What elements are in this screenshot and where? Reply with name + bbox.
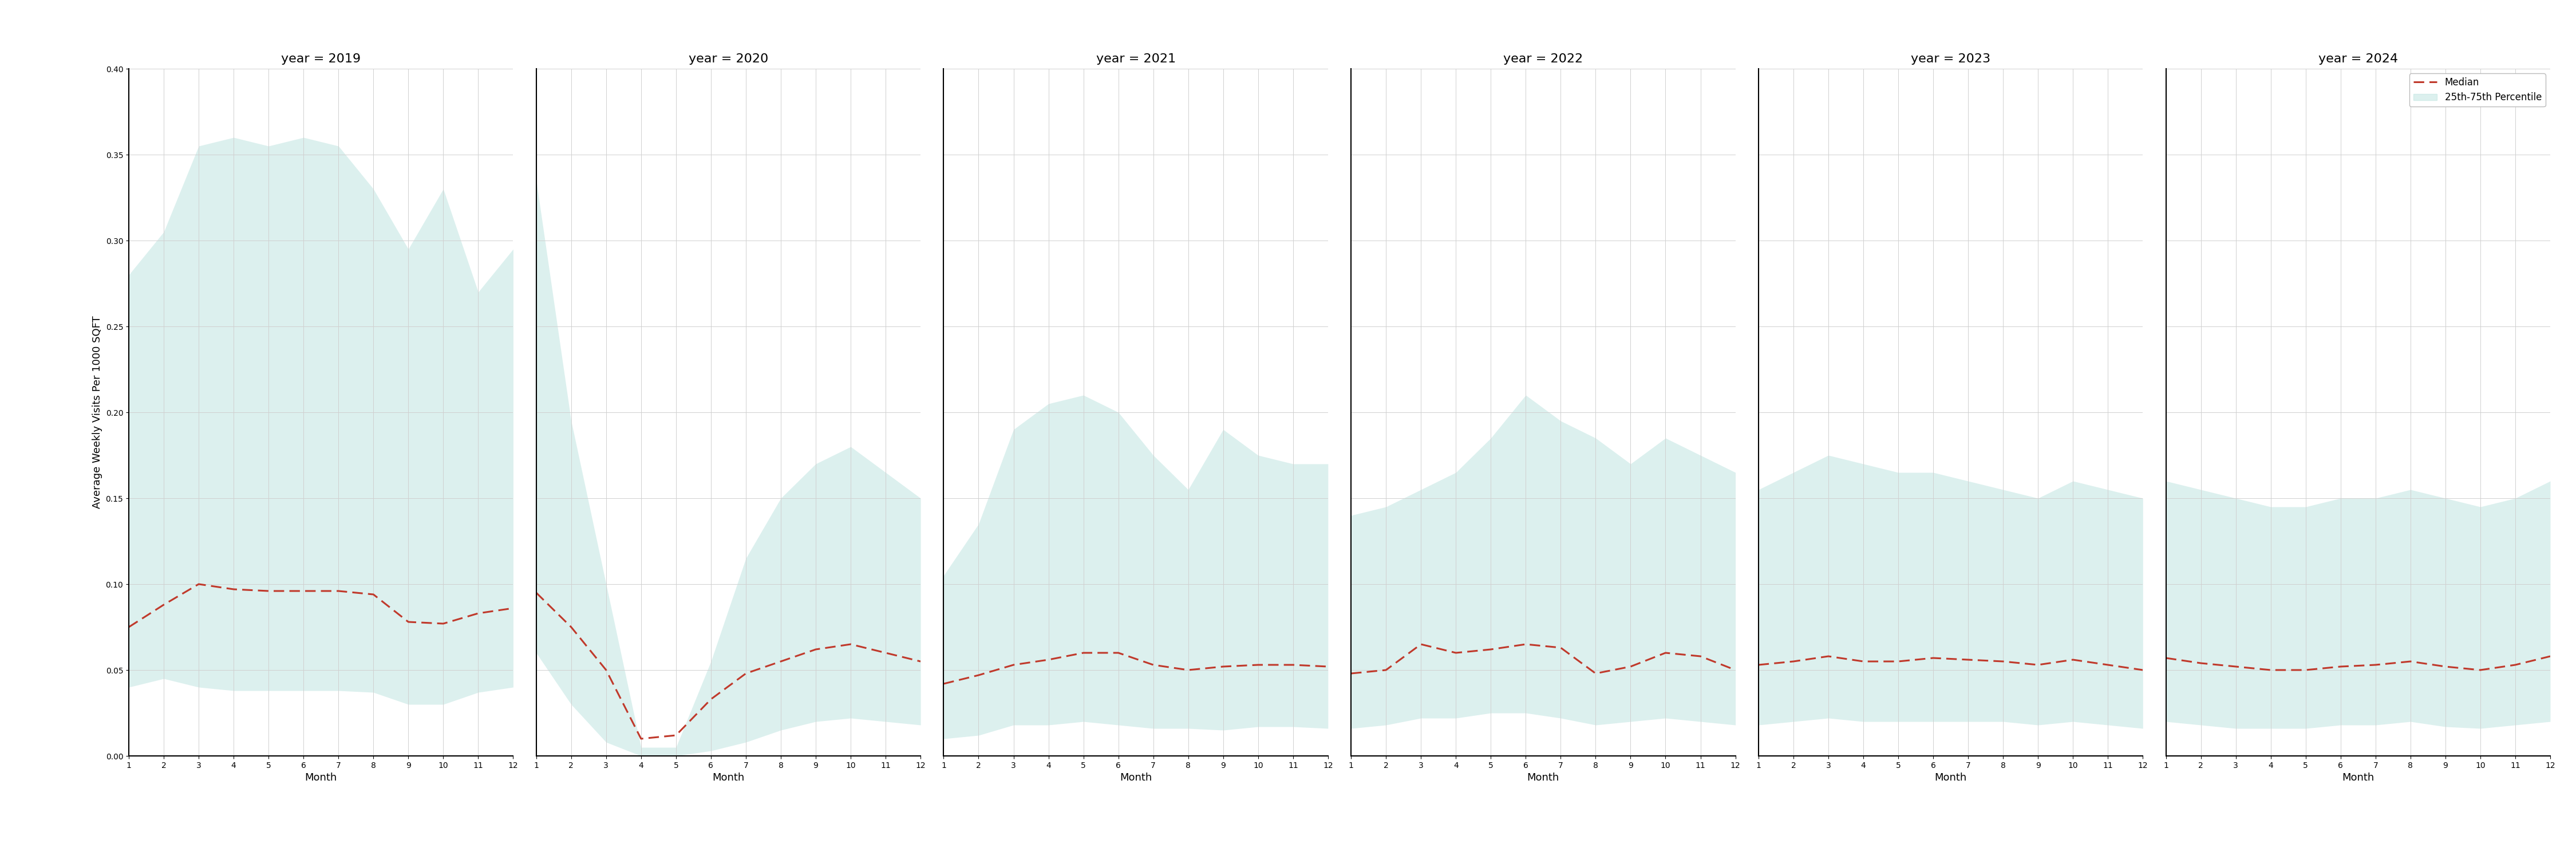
X-axis label: Month: Month xyxy=(2342,773,2375,783)
X-axis label: Month: Month xyxy=(714,773,744,783)
Title: year = 2020: year = 2020 xyxy=(688,53,768,64)
Title: year = 2019: year = 2019 xyxy=(281,53,361,64)
Title: year = 2023: year = 2023 xyxy=(1911,53,1991,64)
Title: year = 2022: year = 2022 xyxy=(1504,53,1584,64)
X-axis label: Month: Month xyxy=(1935,773,1965,783)
Title: year = 2021: year = 2021 xyxy=(1095,53,1175,64)
X-axis label: Month: Month xyxy=(1121,773,1151,783)
Y-axis label: Average Weekly Visits Per 1000 SQFT: Average Weekly Visits Per 1000 SQFT xyxy=(93,316,103,509)
X-axis label: Month: Month xyxy=(304,773,337,783)
Title: year = 2024: year = 2024 xyxy=(2318,53,2398,64)
Legend: Median, 25th-75th Percentile: Median, 25th-75th Percentile xyxy=(2409,74,2545,107)
X-axis label: Month: Month xyxy=(1528,773,1558,783)
